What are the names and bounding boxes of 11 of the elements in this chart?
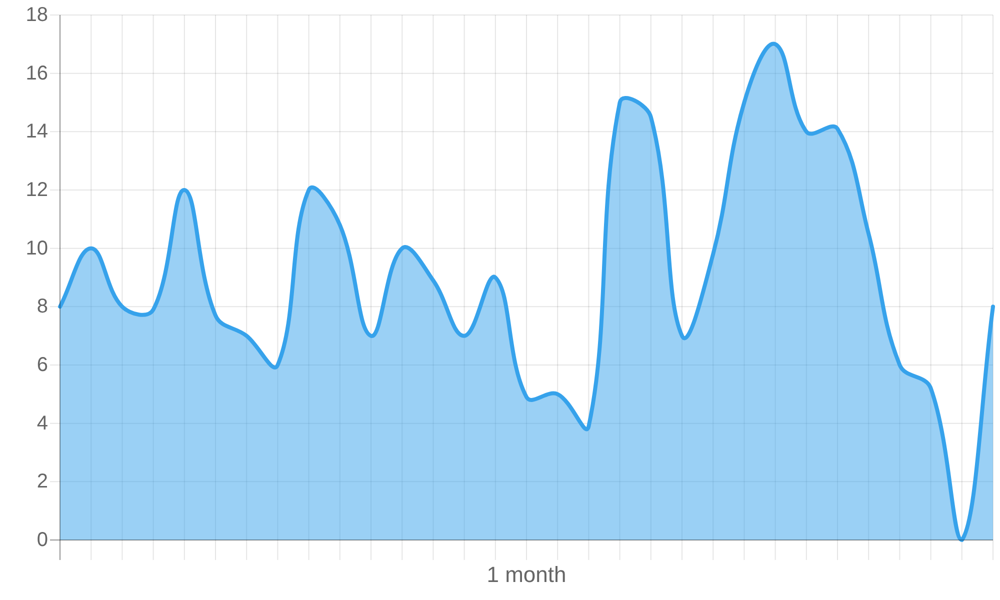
- x-axis-title: 1 month: [486, 562, 566, 587]
- y-tick-label: 6: [36, 354, 48, 376]
- y-tick-label: 4: [36, 412, 48, 434]
- y-tick-label: 18: [26, 4, 48, 26]
- y-tick-label: 16: [26, 62, 48, 84]
- y-tick-label: 2: [36, 470, 48, 493]
- y-tick-label: 8: [36, 296, 48, 318]
- y-tick-label: 0: [36, 529, 48, 551]
- y-tick-label: 10: [26, 237, 48, 260]
- y-tick-label: 12: [26, 179, 48, 201]
- y-tick-label: 14: [26, 120, 48, 143]
